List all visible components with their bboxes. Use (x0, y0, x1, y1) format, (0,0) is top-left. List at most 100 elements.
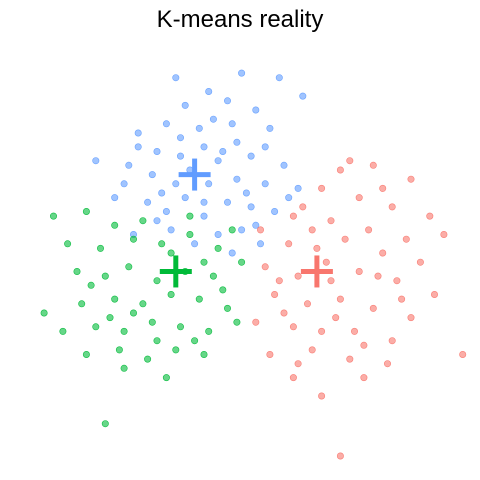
data-point (256, 226, 264, 234)
data-point (139, 217, 147, 225)
data-point (233, 138, 241, 146)
data-point (191, 240, 199, 248)
data-point (101, 420, 109, 428)
data-point (280, 309, 288, 317)
data-point (252, 318, 260, 326)
data-point (289, 374, 297, 382)
data-point (172, 346, 180, 354)
data-point (97, 244, 105, 252)
data-point (318, 184, 326, 192)
centroid-plus-marker (159, 255, 192, 288)
data-point (233, 175, 241, 183)
data-point (115, 346, 123, 354)
data-point (153, 217, 161, 225)
data-point (266, 124, 274, 132)
data-point (205, 180, 213, 188)
data-point (256, 240, 264, 248)
data-point (360, 374, 368, 382)
data-point (73, 267, 81, 275)
data-point (144, 198, 152, 206)
data-point (49, 212, 57, 220)
data-point (177, 323, 185, 331)
centroid-plus-marker (300, 255, 333, 288)
data-point (167, 249, 175, 257)
data-point (247, 152, 255, 160)
data-point (336, 295, 344, 303)
data-point (294, 360, 302, 368)
data-point (177, 134, 185, 142)
data-point (275, 74, 283, 82)
data-point (228, 249, 236, 257)
data-point (181, 101, 189, 109)
data-point (92, 323, 100, 331)
data-point (261, 143, 269, 151)
data-point (318, 327, 326, 335)
data-point (308, 226, 316, 234)
data-point (92, 157, 100, 165)
data-point (374, 272, 382, 280)
data-point (209, 115, 217, 123)
data-point (200, 143, 208, 151)
data-point (407, 175, 415, 183)
data-point (252, 106, 260, 114)
data-point (186, 231, 194, 239)
data-point (242, 189, 250, 197)
data-point (200, 198, 208, 206)
data-point (266, 350, 274, 358)
data-point (416, 258, 424, 266)
data-point (177, 152, 185, 160)
data-point (219, 148, 227, 156)
data-point (289, 323, 297, 331)
data-point (459, 350, 467, 358)
data-point (162, 120, 170, 128)
data-point (238, 258, 246, 266)
centroid-plus-marker (178, 158, 211, 191)
data-point (369, 304, 377, 312)
data-point (440, 231, 448, 239)
data-point (134, 143, 142, 151)
data-point (158, 189, 166, 197)
chart-title: K-means reality (156, 6, 324, 33)
data-point (388, 337, 396, 345)
data-point (191, 337, 199, 345)
data-point (200, 212, 208, 220)
data-point (162, 374, 170, 382)
data-point (205, 88, 213, 96)
data-point (275, 277, 283, 285)
data-point (285, 240, 293, 248)
data-point (299, 203, 307, 211)
data-point (200, 258, 208, 266)
data-point (313, 244, 321, 252)
data-point (336, 452, 344, 460)
data-point (120, 180, 128, 188)
data-point (167, 226, 175, 234)
data-point (327, 277, 335, 285)
data-point (426, 212, 434, 220)
data-point (195, 295, 203, 303)
data-point (111, 194, 119, 202)
data-point (82, 350, 90, 358)
data-point (130, 235, 138, 243)
data-point (130, 309, 138, 317)
data-point (224, 198, 232, 206)
data-point (360, 341, 368, 349)
data-point (369, 161, 377, 169)
data-point (350, 327, 358, 335)
data-point (294, 184, 302, 192)
data-point (214, 244, 222, 252)
data-point (224, 304, 232, 312)
data-point (111, 295, 119, 303)
data-point (365, 226, 373, 234)
data-point (120, 364, 128, 372)
data-point (134, 129, 142, 137)
data-point (341, 235, 349, 243)
data-point (402, 235, 410, 243)
data-point (261, 263, 269, 271)
data-point (40, 309, 48, 317)
data-point (148, 318, 156, 326)
data-point (148, 171, 156, 179)
data-point (355, 267, 363, 275)
data-point (120, 327, 128, 335)
data-point (224, 97, 232, 105)
